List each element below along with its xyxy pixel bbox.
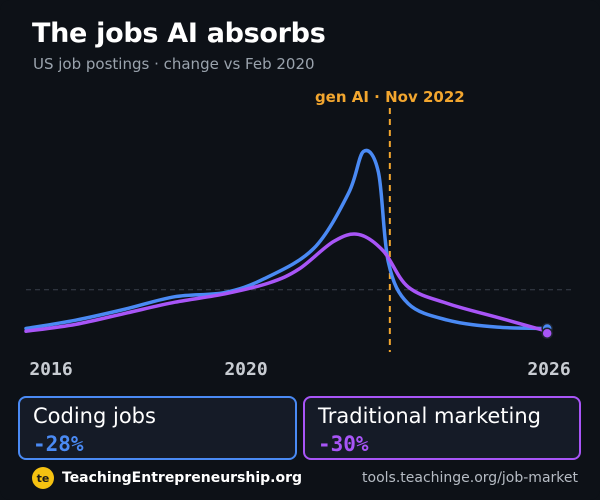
stat-label-coding: Coding jobs xyxy=(33,404,156,428)
x-tick-label: 2026 xyxy=(527,359,570,380)
x-tick-label: 2016 xyxy=(29,359,72,380)
brand-logo-icon: te xyxy=(32,467,54,489)
x-tick-label: 2020 xyxy=(224,359,267,380)
series-endpoint-1 xyxy=(541,327,553,340)
line-chart: gen AI · Nov 2022 2016 2020 2026 xyxy=(24,88,572,380)
gen-ai-marker-label: gen AI · Nov 2022 xyxy=(315,88,465,106)
stat-value-marketing: -30% xyxy=(318,432,369,456)
source-url[interactable]: tools.teachinge.org/job-market xyxy=(362,470,578,486)
chart-title: The jobs AI absorbs xyxy=(32,18,326,49)
stat-label-marketing: Traditional marketing xyxy=(318,404,542,428)
stat-card-marketing: Traditional marketing -30% xyxy=(303,396,581,460)
series-line-0 xyxy=(24,148,549,331)
stat-value-coding: -28% xyxy=(33,432,84,456)
stat-card-coding: Coding jobs -28% xyxy=(18,396,297,460)
chart-subtitle: US job postings · change vs Feb 2020 xyxy=(33,55,315,73)
x-axis-ticks: 2016 2020 2026 xyxy=(29,359,570,380)
series-line-1 xyxy=(24,232,549,334)
brand-name: TeachingEntrepreneurship.org xyxy=(62,470,303,486)
series-layer xyxy=(24,148,553,340)
footer-brand[interactable]: te TeachingEntrepreneurship.org xyxy=(32,465,302,491)
